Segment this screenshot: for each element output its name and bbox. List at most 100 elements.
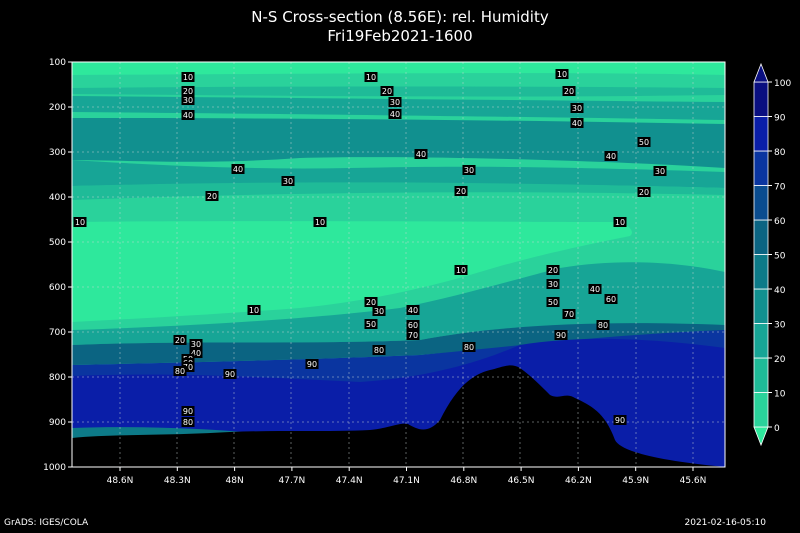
contour-label: 10 [73, 217, 87, 227]
contour-label-bg [181, 417, 195, 427]
x-tick-label: 47.7N [279, 476, 306, 486]
contour-label-text: 20 [564, 87, 574, 96]
contour-label: 20 [637, 187, 651, 197]
contour-label-text: 40 [183, 111, 193, 120]
contour-label-text: 90 [556, 331, 566, 340]
x-tick-label: 47.4N [336, 476, 363, 486]
contour-label: 30 [189, 339, 203, 349]
x-tick-label: 47.1N [393, 476, 420, 486]
colorbar-label: 80 [774, 148, 786, 158]
contour-label: 40 [189, 348, 203, 358]
humidity-band-30-40 [72, 96, 725, 120]
chart-subtitle: Fri19Feb2021-1600 [327, 27, 473, 45]
colorbar-max-arrow [753, 62, 769, 83]
contour-label-bg [189, 348, 203, 358]
contour-label: 40 [181, 110, 195, 120]
colorbar-segment [753, 323, 769, 359]
contour-label-text: 10 [183, 73, 193, 82]
contour-label: 40 [231, 164, 245, 174]
contour-label-bg [414, 149, 428, 159]
humidity-band-20-40-low [72, 262, 725, 345]
y-tick-label: 1000 [43, 463, 66, 473]
contour-label-bg [364, 297, 378, 307]
contour-label-text: 40 [191, 349, 201, 358]
contour-label-text: 40 [390, 110, 400, 119]
y-tick-label: 800 [49, 373, 66, 383]
contour-label: 80 [173, 366, 187, 376]
contour-label-bg [313, 217, 327, 227]
x-tick-label: 45.6N [680, 476, 707, 486]
contour-label-bg [372, 306, 386, 316]
terrain [72, 365, 725, 467]
contour-label-text: 60 [408, 321, 418, 330]
contour-label-bg [173, 366, 187, 376]
contour-label-bg [388, 97, 402, 107]
contour-label-bg [604, 294, 618, 304]
contour-label-bg [247, 305, 261, 315]
contour-label-text: 70 [564, 310, 574, 319]
contour-label: 10 [313, 217, 327, 227]
humidity-band-0-10-mid [72, 221, 632, 322]
contour-label-bg [406, 305, 420, 315]
x-tick-label: 46.2N [565, 476, 592, 486]
contour-label-text: 80 [374, 346, 384, 355]
contour-label-text: 20 [366, 298, 376, 307]
contour-label-bg [364, 72, 378, 82]
contour-label-bg [546, 279, 560, 289]
contour-label: 40 [414, 149, 428, 159]
contour-label-bg [454, 186, 468, 196]
contour-label: 40 [570, 118, 584, 128]
contour-label-text: 80 [183, 418, 193, 427]
contour-label-text: 20 [207, 192, 217, 201]
contour-label: 10 [181, 72, 195, 82]
contour-label-text: 20 [639, 188, 649, 197]
x-tick-label: 46.8N [450, 476, 477, 486]
colorbar-label: 90 [774, 114, 786, 124]
y-tick-label: 400 [49, 193, 66, 203]
contour-label-bg [555, 69, 569, 79]
x-tick-label: 45.9N [622, 476, 649, 486]
contour-label-text: 90 [225, 370, 235, 379]
contour-label-text: 10 [557, 70, 567, 79]
contour-label-text: 10 [456, 266, 466, 275]
contour-label-text: 40 [233, 165, 243, 174]
contour-label-bg [181, 95, 195, 105]
y-tick-label: 300 [49, 148, 66, 158]
contour-label: 30 [181, 95, 195, 105]
contour-label: 50 [637, 137, 651, 147]
contour-label-text: 30 [183, 96, 193, 105]
contour-label: 20 [173, 335, 187, 345]
contour-label-text: 30 [655, 167, 665, 176]
contour-label: 80 [596, 320, 610, 330]
contour-label-bg [281, 176, 295, 186]
humidity-band-20-30 [72, 86, 725, 97]
contour-label-bg [73, 217, 87, 227]
contour-label-bg [223, 369, 237, 379]
y-tick-label: 700 [49, 328, 66, 338]
footer-credit: GrADS: IGES/COLA [4, 518, 89, 528]
contour-label-text: 90 [615, 416, 625, 425]
contour-label-text: 40 [408, 306, 418, 315]
contour-label-text: 60 [606, 295, 616, 304]
contour-label-text: 30 [191, 340, 201, 349]
colorbar-segment [753, 150, 769, 186]
contour-label-bg [637, 137, 651, 147]
contour-label: 40 [588, 284, 602, 294]
contour-label-bg [181, 86, 195, 96]
contour-label: 80 [462, 342, 476, 352]
contour-label: 10 [364, 72, 378, 82]
contour-label: 90 [613, 415, 627, 425]
contour-label-text: 30 [390, 98, 400, 107]
y-tick-label: 100 [49, 58, 66, 68]
colorbar-label: 30 [774, 321, 786, 331]
x-axis: 48.6N 48.3N 48N 47.7N 47.4N 47.1N 46.8N 46.5N 46… [107, 467, 707, 486]
colorbar-label: 20 [774, 355, 786, 365]
contour-label-text: 40 [572, 119, 582, 128]
contour-label-text: 30 [374, 307, 384, 316]
contour-label: 30 [372, 306, 386, 316]
contour-label: 60 [406, 320, 420, 330]
contour-label-text: 90 [307, 360, 317, 369]
colorbar-segment [753, 81, 769, 117]
